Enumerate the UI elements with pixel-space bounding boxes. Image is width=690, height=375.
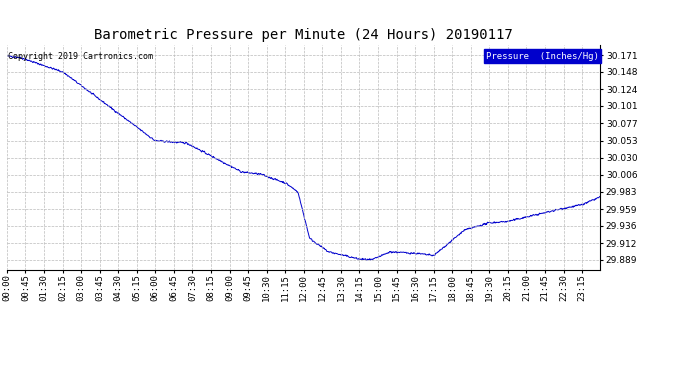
Title: Barometric Pressure per Minute (24 Hours) 20190117: Barometric Pressure per Minute (24 Hours… (95, 28, 513, 42)
Text: Pressure  (Inches/Hg): Pressure (Inches/Hg) (486, 52, 599, 61)
Text: Copyright 2019 Cartronics.com: Copyright 2019 Cartronics.com (8, 52, 153, 61)
